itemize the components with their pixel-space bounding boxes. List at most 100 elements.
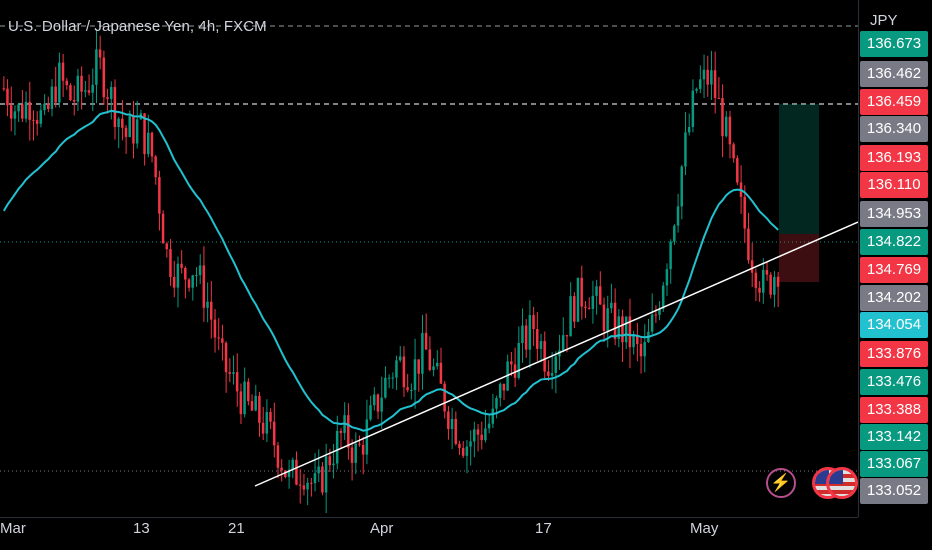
candle-body [247,381,250,402]
candle-body [269,412,272,422]
candle-body [395,360,398,378]
candle-body [195,275,198,277]
candle-body [443,383,446,412]
candle-body [239,391,243,415]
lightning-icon[interactable]: ⚡ [766,468,796,498]
candle-body [306,482,309,490]
candle-body [58,62,61,103]
candle-body [380,397,383,412]
candle-body [769,274,772,295]
candle-body [535,329,539,349]
candle-body [595,286,598,296]
candle-body [569,296,572,337]
candle-body [213,319,217,338]
candle-body [747,228,750,261]
candle-body [665,269,669,286]
candle-body [46,103,50,109]
price-label: 136.462 [860,61,928,87]
price-label: 133.876 [860,341,928,367]
candle-body [132,115,135,144]
candle-body [413,359,417,390]
price-label: 136.459 [860,89,928,115]
candle-body [584,306,587,308]
candle-body [302,485,306,490]
candle-body [258,395,261,423]
candle-body [217,337,220,339]
candle-body [528,315,532,350]
candle-body [176,263,180,288]
price-label: 134.769 [860,257,928,283]
candle-body [158,177,161,214]
candle-body [469,441,472,447]
candle-body [510,361,513,365]
candle-body [187,279,191,288]
candle-body [387,377,391,379]
candle-body [632,335,635,348]
candle-body [17,104,20,112]
currency-label[interactable]: JPY [870,12,898,29]
candle-body [702,69,706,80]
candle-body [706,69,709,85]
price-chart[interactable] [0,0,858,517]
candle-body [6,88,9,106]
candle-body [224,342,228,373]
price-label: 136.110 [860,172,928,198]
candle-body [235,372,239,392]
candle-body [547,371,550,376]
candle-body [576,277,580,322]
candle-body [424,332,428,350]
candle-body [191,275,194,288]
candle-body [169,249,172,277]
candle-body [550,372,554,376]
us-flag-icon-2[interactable] [826,467,858,499]
candle-body [102,57,106,98]
candle-body [13,111,17,119]
candle-body [276,445,280,468]
candle-body [361,444,365,455]
candle-body [128,115,131,137]
time-tick-apr: Apr [370,520,394,537]
candle-body [117,118,120,128]
candle-body [261,422,265,434]
candle-body [687,126,691,133]
candle-body [284,470,287,477]
candle-body [721,98,724,137]
candle-body [439,362,443,384]
candle-body [209,301,213,320]
price-label: 134.953 [860,201,928,227]
candle-body [106,97,109,99]
candle-body [206,301,209,308]
candle-body [91,84,94,93]
candle-body [691,90,695,127]
candle-body [65,80,68,86]
candle-body [417,359,420,374]
price-label: 134.822 [860,229,928,255]
candle-body [643,342,646,357]
candle-body [21,104,24,119]
candle-body [602,304,606,332]
candle-body [391,377,395,379]
chart-title: U.S. Dollar / Japanese Yen, 4h, FXCM [8,18,267,35]
candle-body [80,75,83,92]
candle-body [698,79,702,89]
time-tick-17: 17 [535,520,552,537]
candle-body [580,277,583,307]
candle-body [673,225,676,242]
candle-body [495,397,498,409]
candle-body [369,405,372,420]
candle-body [661,285,665,309]
candle-body [458,443,461,449]
candle-body [621,316,624,343]
candle-body [758,287,761,293]
time-tick-mar: Mar [0,520,26,537]
price-label: 133.067 [860,451,928,477]
candle-body [450,418,454,430]
candle-body [272,421,276,446]
candle-body [309,482,313,484]
candle-body [250,401,254,411]
candle-body [35,120,39,124]
candle-body [543,341,546,372]
candle-body [358,443,361,445]
candle-body [465,446,469,456]
candle-body [513,364,517,378]
